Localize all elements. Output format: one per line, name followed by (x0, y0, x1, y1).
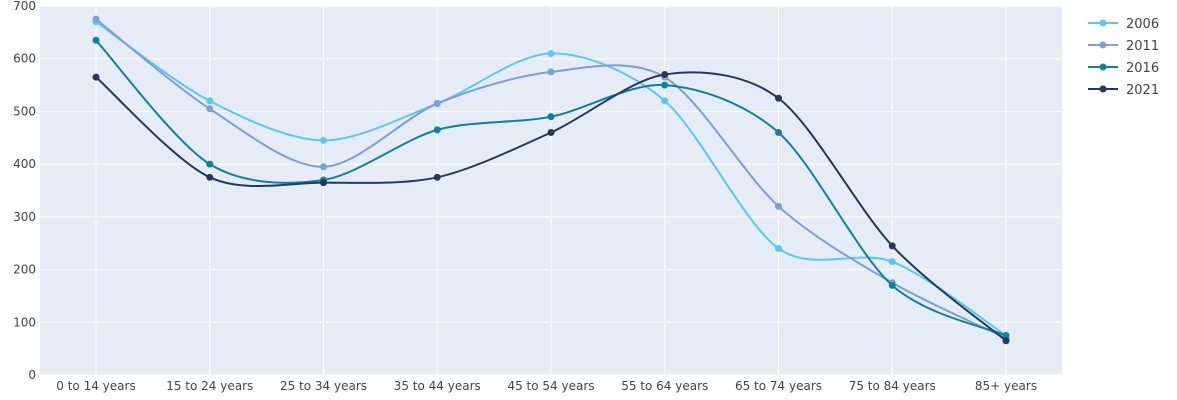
legend-item-2006[interactable]: 2006 (1088, 17, 1159, 32)
data-point-2021-6[interactable] (775, 94, 782, 102)
data-point-2021-3[interactable] (433, 173, 441, 181)
legend-item-2011[interactable]: 2011 (1088, 39, 1159, 54)
data-point-2016-4[interactable] (547, 113, 555, 121)
x-tick-label: 45 to 54 years (507, 379, 594, 393)
y-tick-label: 500 (13, 104, 36, 118)
y-tick-label: 300 (13, 210, 36, 224)
data-point-2011-2[interactable] (320, 163, 327, 171)
y-tick-label: 600 (13, 52, 36, 66)
x-tick-label: 25 to 34 years (280, 379, 367, 393)
data-point-2011-6[interactable] (775, 202, 782, 210)
x-tick-label: 65 to 74 years (735, 379, 822, 393)
y-tick-label: 700 (13, 0, 36, 13)
legend-swatch-marker (1099, 19, 1107, 27)
data-point-2016-5[interactable] (661, 81, 669, 89)
data-point-2021-2[interactable] (320, 179, 327, 187)
data-point-2006-7[interactable] (888, 258, 896, 266)
data-point-2021-7[interactable] (888, 242, 896, 250)
legend-item-2021[interactable]: 2021 (1088, 83, 1159, 98)
data-point-2016-3[interactable] (433, 126, 441, 134)
legend-swatch-marker (1099, 41, 1107, 49)
legend-swatch-marker (1099, 63, 1107, 71)
legend-swatch-marker (1099, 85, 1107, 93)
series-2006 (92, 18, 1010, 339)
legend-label: 2016 (1126, 61, 1159, 76)
x-tick-label: 55 to 64 years (621, 379, 708, 393)
data-point-2006-1[interactable] (206, 97, 214, 105)
x-tick-label: 85+ years (975, 379, 1037, 393)
data-point-2006-5[interactable] (661, 97, 669, 105)
series-layer (92, 15, 1010, 345)
x-tick-label: 0 to 14 years (56, 379, 135, 393)
y-tick-label: 100 (13, 315, 36, 329)
data-point-2006-6[interactable] (775, 244, 782, 252)
data-point-2006-4[interactable] (547, 49, 555, 57)
x-tick-label: 35 to 44 years (394, 379, 481, 393)
data-point-2011-0[interactable] (92, 15, 100, 23)
data-point-2021-8[interactable] (1002, 337, 1010, 345)
data-point-2016-0[interactable] (92, 36, 100, 44)
grid (40, 5, 1062, 376)
data-point-2006-2[interactable] (320, 136, 327, 144)
y-tick-label: 400 (13, 157, 36, 171)
data-point-2016-7[interactable] (888, 281, 896, 289)
legend-label: 2021 (1126, 83, 1159, 98)
data-point-2016-1[interactable] (206, 160, 214, 168)
series-line-2021 (95, 71, 1007, 342)
data-point-2016-8[interactable] (1002, 331, 1010, 339)
x-tick-label: 75 to 84 years (849, 379, 936, 393)
data-point-2021-0[interactable] (92, 73, 100, 81)
data-point-2011-4[interactable] (547, 68, 555, 76)
y-tick-label: 200 (13, 263, 36, 277)
y-tick-label: 0 (28, 368, 36, 382)
series-2021 (92, 71, 1010, 345)
legend-item-2016[interactable]: 2016 (1088, 61, 1159, 76)
legend-label: 2006 (1126, 17, 1159, 32)
legend[interactable]: 2006 2011 2016 2021 (1088, 17, 1159, 98)
axes: 0 100 200 300 400 500 600 700 0 to 14 years 15 to… (13, 0, 1037, 393)
data-point-2021-5[interactable] (661, 71, 669, 79)
data-point-2021-1[interactable] (206, 173, 214, 181)
x-tick-label: 15 to 24 years (166, 379, 253, 393)
legend-label: 2011 (1126, 39, 1159, 54)
data-point-2011-3[interactable] (433, 100, 441, 108)
data-point-2021-4[interactable] (547, 129, 555, 137)
data-point-2011-1[interactable] (206, 105, 214, 113)
data-point-2016-6[interactable] (775, 129, 782, 137)
